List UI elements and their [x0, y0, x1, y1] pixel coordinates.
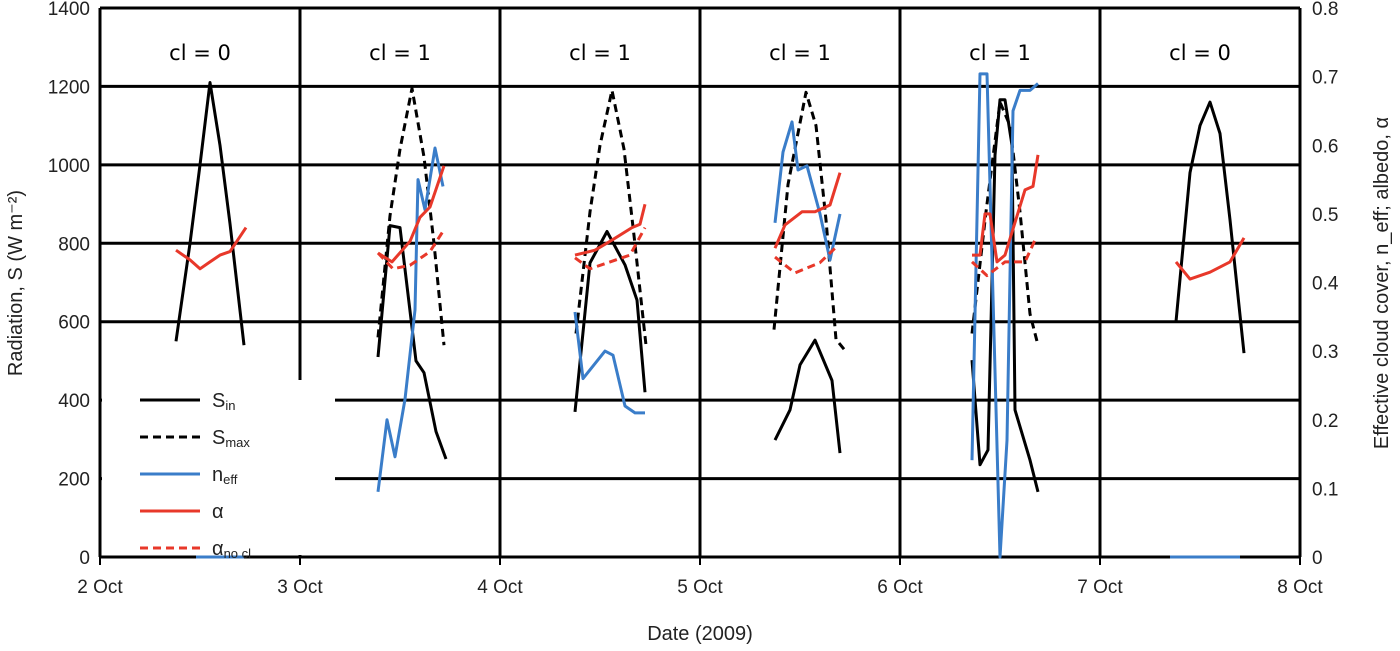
series-line-S-in	[573, 230, 647, 413]
cloud-flag-label: cl = 0	[169, 41, 231, 65]
x-tick-label: 7 Oct	[1077, 577, 1123, 598]
x-tick-label: 6 Oct	[877, 577, 923, 598]
cloud-flag-label: cl = 1	[569, 41, 631, 65]
series-line-alpha	[773, 172, 842, 249]
y-right-tick-label: 0.2	[1312, 411, 1338, 432]
series-line-alpha-no-cl	[970, 239, 1037, 278]
y-right-tick-label: 0.8	[1312, 0, 1338, 20]
legend-background	[102, 380, 335, 555]
series-line-S-in	[376, 224, 448, 460]
x-tick-label: 4 Oct	[477, 577, 523, 598]
y-right-tick-label: 0.5	[1312, 205, 1338, 226]
tick-labels: 0 200 400 600 800 1000 1200 1400 2 Oct 3 Oct 4 Oct…	[48, 0, 1339, 598]
x-axis-label: Date (2009)	[647, 623, 753, 645]
y-tick-label: 1000	[48, 156, 90, 177]
series-line-n-eff	[773, 120, 842, 262]
x-tick-label: 5 Oct	[677, 577, 723, 598]
cloud-flag-label: cl = 1	[369, 41, 431, 65]
series-line-S-max	[970, 100, 1040, 346]
y-tick-label: 1400	[48, 0, 90, 20]
series-line-alpha	[175, 226, 248, 271]
series-line-S-max	[574, 88, 648, 346]
y-right-tick-label: 0	[1312, 548, 1323, 569]
series-line-alpha-no-cl	[774, 247, 837, 275]
cloud-flag-label: cl = 0	[1169, 41, 1231, 65]
y-tick-label: 800	[58, 234, 90, 255]
series-line-S-in	[970, 98, 1040, 493]
y-tick-label: 600	[58, 313, 90, 334]
series-line-alpha	[1174, 237, 1246, 281]
x-tick-label: 3 Oct	[277, 577, 323, 598]
series-line-S-max	[772, 90, 846, 351]
y-tick-label: 1200	[48, 77, 90, 98]
series-line-n-eff	[573, 311, 645, 415]
y-tick-label: 200	[58, 470, 90, 491]
y-right-tick-label: 0.3	[1312, 342, 1338, 363]
legend-label-alpha: α	[212, 501, 224, 523]
series-line-alpha	[574, 203, 647, 257]
grid	[98, 6, 1302, 565]
y-axis-right-label: Effective cloud cover, n_eff; albedo, α	[1371, 117, 1393, 449]
x-tick-label: 2 Oct	[77, 577, 123, 598]
y-right-tick-label: 0.4	[1312, 274, 1339, 295]
y-tick-label: 400	[58, 391, 90, 412]
series-line-n-eff	[970, 72, 1039, 559]
y-right-tick-label: 0.6	[1312, 136, 1338, 157]
cloud-flag-label: cl = 1	[769, 41, 831, 65]
x-tick-label: 8 Oct	[1277, 577, 1323, 598]
series-line-S-in	[1174, 100, 1246, 354]
series-line-S-in	[174, 81, 246, 346]
series-line-n-eff	[376, 146, 445, 492]
y-right-tick-label: 0.7	[1312, 68, 1338, 89]
series-line-S-in	[773, 338, 842, 454]
series-line-alpha-no-cl	[376, 228, 446, 271]
y-right-tick-label: 0.1	[1312, 479, 1338, 500]
series-line-alpha	[377, 165, 446, 264]
series-layer	[174, 72, 1246, 559]
y-axis-label: Radiation, S (W m⁻²)	[5, 190, 27, 376]
series-line-alpha-no-cl	[574, 226, 647, 271]
cloud-flag-label: cl = 1	[969, 41, 1031, 65]
y-tick-label: 0	[79, 548, 90, 569]
series-line-alpha	[972, 154, 1040, 264]
